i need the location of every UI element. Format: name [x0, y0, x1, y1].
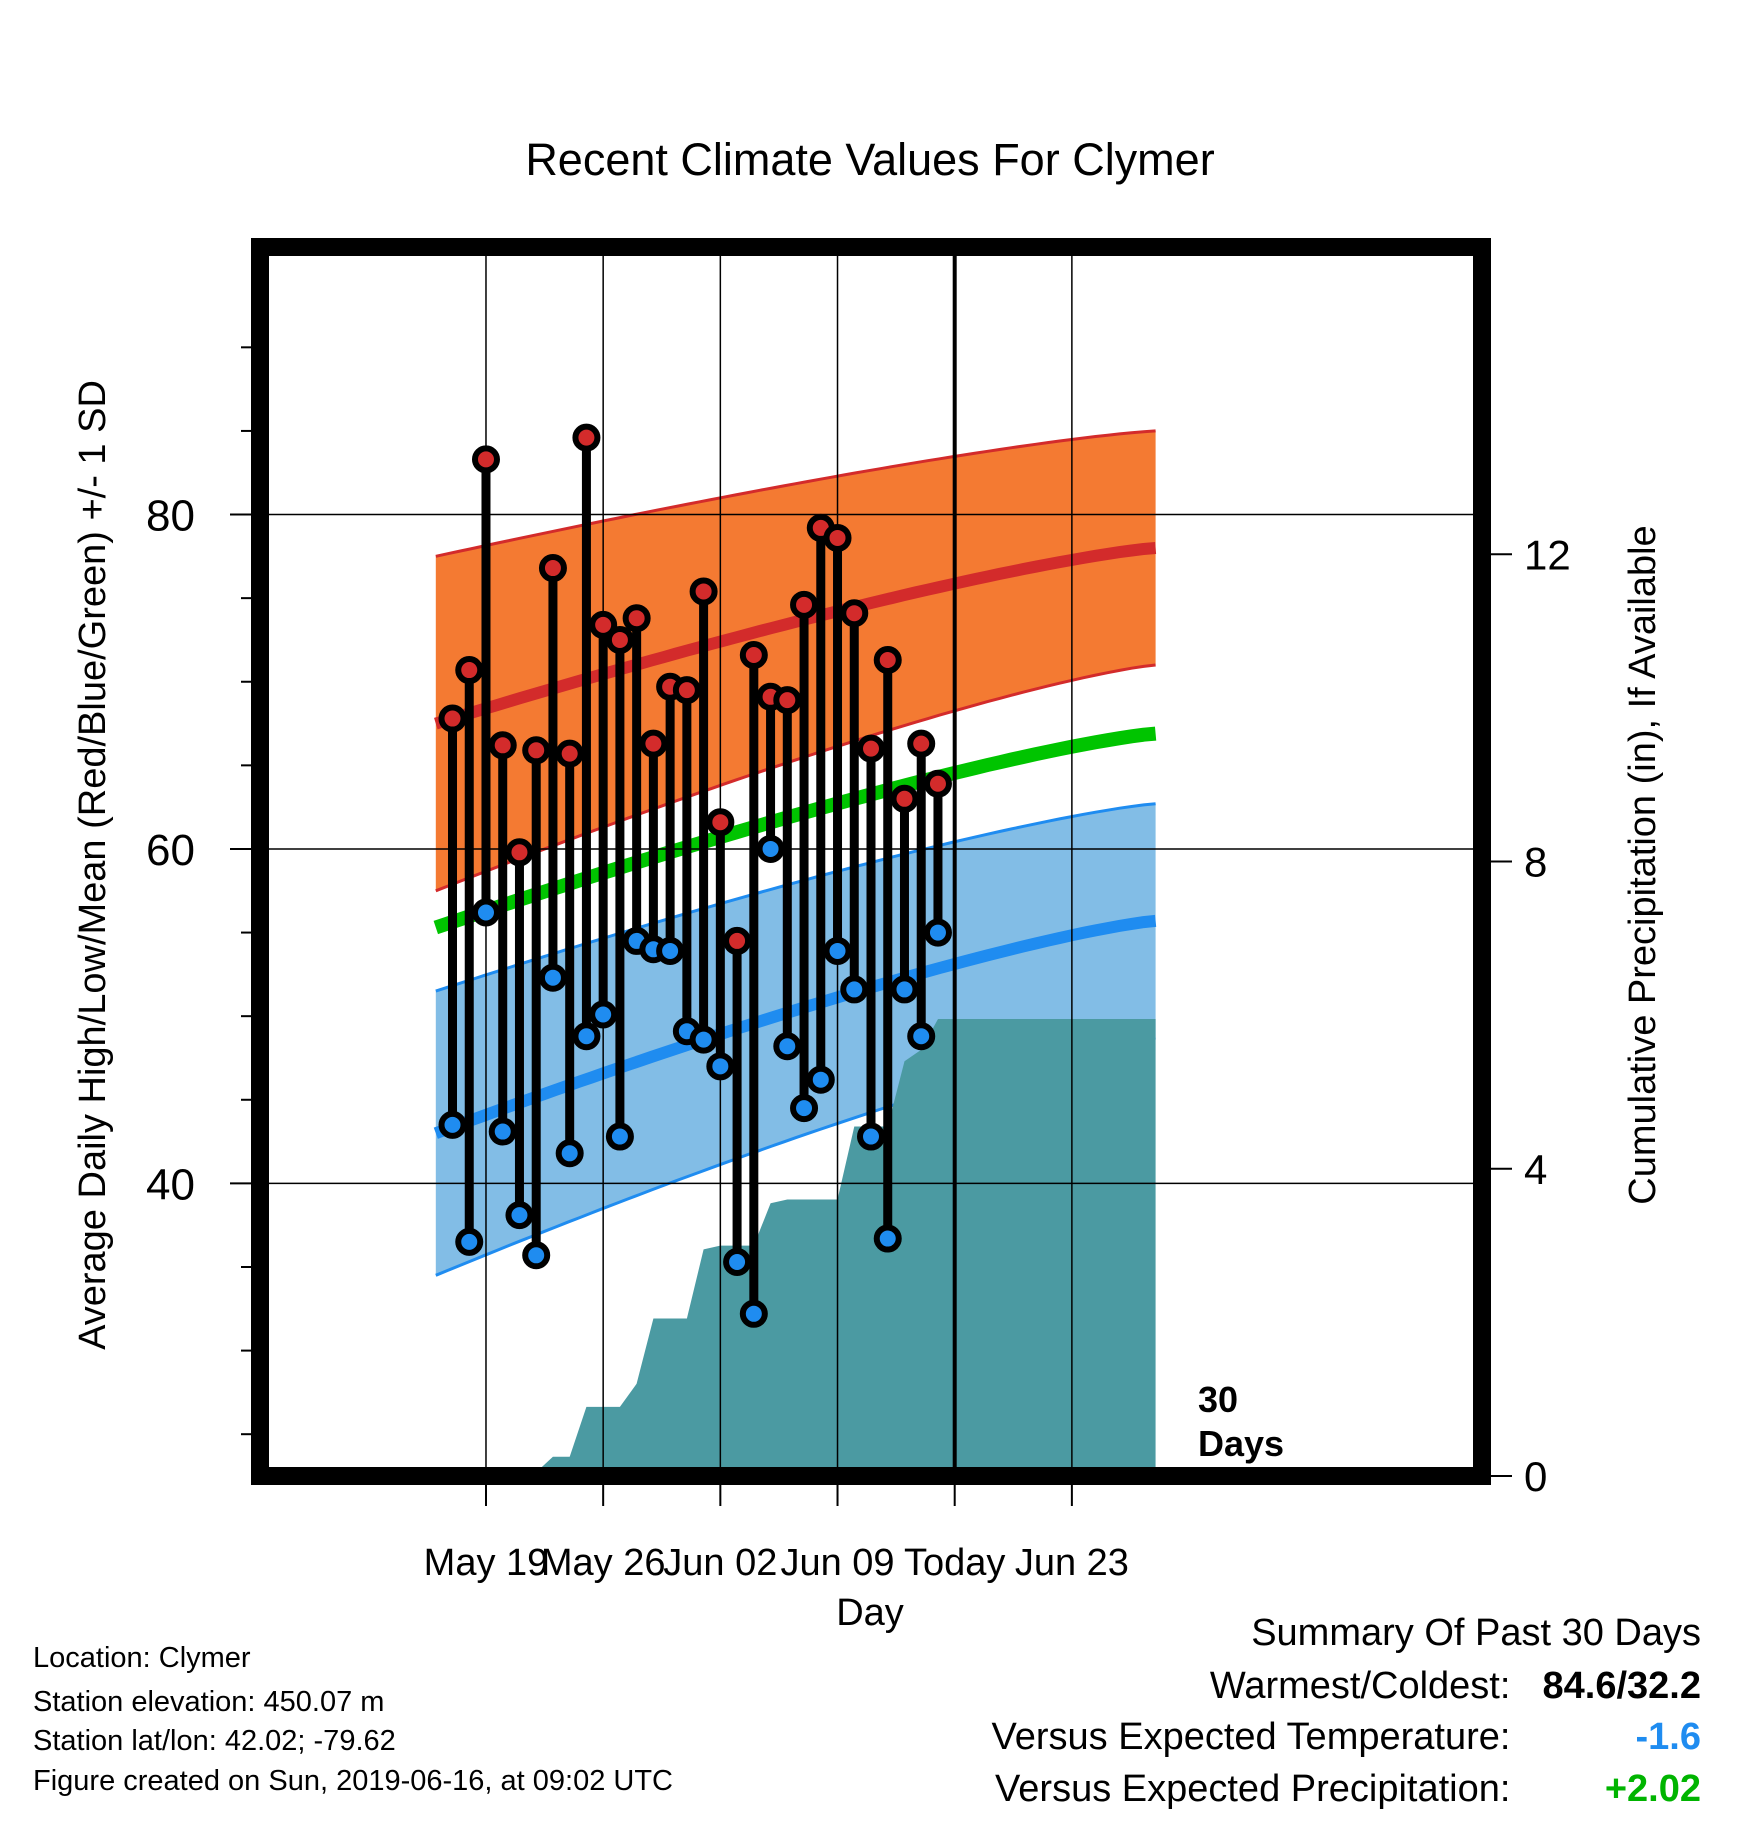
- daily-high-point: [689, 577, 718, 606]
- daily-high-point: [739, 640, 768, 669]
- daily-high-point: [823, 523, 852, 552]
- daily-high-point: [488, 731, 517, 760]
- daily-low-point: [555, 1139, 584, 1168]
- x-axis-label: Day: [836, 1592, 904, 1634]
- daily-high-point: [538, 554, 567, 583]
- high-sd-upper-line: [435, 429, 1156, 558]
- y2-tick-label: 0: [1524, 1453, 1547, 1500]
- info-created: Figure created on Sun, 2019-06-16, at 09…: [33, 1765, 673, 1797]
- today-label-line1: 30: [1198, 1379, 1238, 1420]
- y-tick-label: 80: [146, 492, 195, 541]
- plot-frame: [251, 238, 1491, 1485]
- daily-low-point: [706, 1052, 735, 1081]
- summary-precipitation: Versus Expected Precipitation: +2.02: [995, 1768, 1701, 1811]
- daily-high-point: [790, 590, 819, 619]
- chart-title: Recent Climate Values For Clymer: [525, 134, 1214, 185]
- daily-high-point: [857, 734, 885, 763]
- daily-low-point: [790, 1094, 819, 1123]
- precip-value: +2.02: [1604, 1768, 1701, 1810]
- y-axis-label: Average Daily High/Low/Mean (Red/Blue/Gr…: [72, 380, 114, 1350]
- daily-high-point: [773, 686, 802, 715]
- x-tick-label: May 19: [424, 1542, 549, 1584]
- daily-low-point: [773, 1032, 802, 1061]
- x-tick-label: Jun 09: [780, 1542, 894, 1584]
- daily-low-point: [923, 918, 952, 947]
- daily-high-point: [605, 625, 634, 654]
- info-elevation: Station elevation: 450.07 m: [33, 1686, 385, 1718]
- daily-high-point: [840, 599, 869, 628]
- daily-high-point: [672, 676, 701, 705]
- normal-low-line: [433, 914, 1157, 1139]
- daily-high-point: [438, 704, 467, 733]
- y2-tick-label: 4: [1524, 1146, 1547, 1193]
- daily-low-point: [438, 1110, 467, 1139]
- daily-low-point: [656, 936, 685, 965]
- daily-high-point: [873, 646, 902, 675]
- daily-low-point: [572, 1022, 601, 1051]
- daily-high-point: [555, 739, 584, 768]
- x-tick-label: Jun 02: [663, 1542, 777, 1584]
- info-latlon: Station lat/lon: 42.02; -79.62: [33, 1725, 396, 1757]
- daily-low-point: [723, 1247, 752, 1276]
- y2-tick-label: 12: [1524, 531, 1571, 578]
- temp-value: -1.6: [1635, 1716, 1701, 1758]
- daily-low-point: [806, 1065, 835, 1094]
- warmest-coldest-label: Warmest/Coldest:: [1209, 1665, 1511, 1707]
- daily-low-point: [589, 1000, 618, 1029]
- x-tick-label: Today: [904, 1542, 1005, 1584]
- daily-high-point: [455, 656, 484, 685]
- daily-high-point: [890, 784, 919, 813]
- daily-low-point: [488, 1117, 517, 1146]
- daily-low-point: [505, 1201, 534, 1230]
- daily-low-point: [689, 1025, 718, 1054]
- daily-high-point: [572, 423, 601, 452]
- daily-low-point: [890, 975, 919, 1004]
- x-tick-label: May 26: [541, 1542, 666, 1584]
- daily-high-point: [471, 445, 500, 474]
- daily-high-point: [907, 729, 936, 758]
- daily-low-point: [907, 1022, 936, 1051]
- temp-label: Versus Expected Temperature:: [991, 1716, 1511, 1758]
- daily-high-point: [522, 736, 551, 765]
- y2-axis-label: Cumulative Precipitation (in), If Availa…: [1622, 525, 1664, 1204]
- precipitation-area: [435, 1019, 1156, 1476]
- daily-low-point: [873, 1224, 902, 1253]
- daily-low-point: [538, 963, 567, 992]
- daily-high-point: [505, 838, 534, 867]
- warmest-coldest-value: 84.6/32.2: [1542, 1665, 1701, 1707]
- daily-high-point: [589, 610, 618, 639]
- daily-low-point: [756, 834, 785, 863]
- daily-low-point: [522, 1241, 551, 1270]
- summary-temperature: Versus Expected Temperature: -1.6: [992, 1716, 1701, 1759]
- today-label-line2: Days: [1198, 1423, 1284, 1464]
- daily-low-point: [455, 1227, 484, 1256]
- summary-heading: Summary Of Past 30 Days: [1251, 1612, 1701, 1654]
- daily-high-point: [723, 926, 752, 955]
- daily-low-point: [739, 1299, 768, 1328]
- daily-low-point: [605, 1122, 634, 1151]
- precip-label: Versus Expected Precipitation:: [995, 1768, 1511, 1810]
- y-tick-label: 40: [146, 1160, 195, 1209]
- daily-high-point: [639, 729, 668, 758]
- summary-warmest-coldest: Warmest/Coldest: 84.6/32.2: [1210, 1665, 1701, 1708]
- x-tick-label: Jun 23: [1015, 1542, 1129, 1584]
- info-location: Location: Clymer: [33, 1642, 251, 1674]
- daily-low-point: [857, 1122, 885, 1151]
- daily-high-point: [706, 808, 735, 837]
- y-tick-label: 60: [146, 826, 195, 875]
- daily-low-point: [471, 898, 500, 927]
- daily-high-point: [622, 604, 651, 633]
- daily-low-point: [823, 936, 852, 965]
- y2-tick-label: 8: [1524, 839, 1547, 886]
- daily-high-point: [923, 769, 952, 798]
- daily-low-point: [840, 975, 869, 1004]
